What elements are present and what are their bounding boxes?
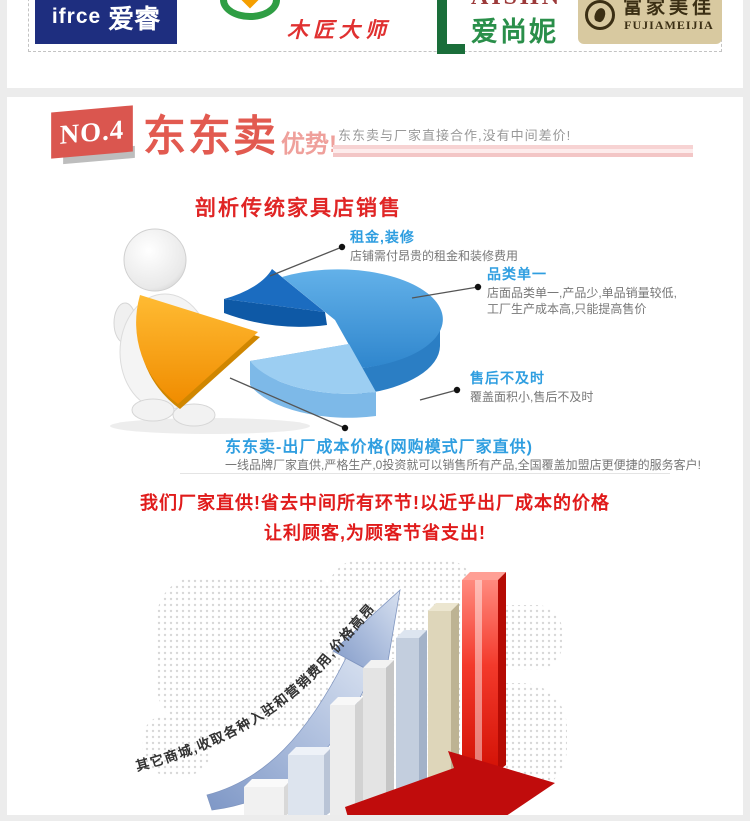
bar-4 [363, 660, 394, 815]
divider-line [180, 473, 670, 474]
brand-logo-strip: ifrce 爱睿 木匠大师 AISHN 爱尚妮 富家美佳 FUJIAMEIJIA [7, 0, 743, 88]
logo-fujiameijia: 富家美佳 FUJIAMEIJIA [578, 0, 722, 44]
logo-ifree-en: ifrce [51, 5, 102, 28]
subtitle-underline-stripes [333, 145, 693, 157]
leader-dots [338, 243, 482, 432]
bar-1 [244, 779, 292, 815]
conclusion-desc: 一线品牌厂家直供,严格生产,0投资就可以销售所有产品,全国覆盖加盟店更便捷的服务… [225, 458, 702, 472]
logo-ifree-cn: 爱睿 [108, 3, 161, 34]
bar-5 [396, 630, 427, 815]
section-title-suffix: 优势! [281, 131, 337, 159]
point-category-title: 品类单一 [487, 266, 547, 282]
bar-3 [330, 697, 363, 815]
section-subtitle: 东东卖与厂家直接合作,没有中间差价! [338, 128, 572, 143]
point-rent-title: 租金,装修 [350, 229, 415, 245]
logo-carpenter-master: 木匠大师 [287, 19, 391, 42]
logo-aishn-en: AISHN [471, 0, 562, 11]
section-title-main: 东东卖 [143, 113, 278, 161]
carpenter-master-emblem-icon [241, 0, 259, 9]
point-category-desc2: 工厂生产成本高,只能提高售价 [487, 302, 647, 316]
section-title: 东东卖 优势! [143, 101, 337, 159]
pie-chart-illustration [110, 228, 482, 434]
logo-fujiameijia-en: FUJIAMEIJIA [624, 17, 714, 32]
logo-fujiameijia-cn: 富家美佳 [622, 0, 715, 18]
aishn-bracket-icon [437, 0, 465, 54]
analysis-heading: 剖析传统家具店销售 [195, 197, 402, 220]
blue-pie [224, 269, 443, 418]
bar-chart-illustration: 其它商城,收取各种入驻和营销费用,价格高昂 [134, 559, 567, 815]
section-number-badge: NO.4 [51, 105, 133, 159]
promo-line-1: 我们厂家直供!省去中间所有环节!以近乎出厂成本的价格 [140, 493, 610, 513]
advantage-section: NO.4 东东卖 优势! 东东卖与厂家直接合作,没有中间差价! 剖析传统家具店销… [7, 97, 743, 815]
logo-aishn-cn: 爱尚妮 [471, 17, 558, 47]
point-rent-desc: 店铺需付昂贵的租金和装修费用 [350, 249, 519, 263]
point-category-desc: 店面品类单一,产品少,单品销量较低, [487, 286, 678, 300]
promo-line-2: 让利顾客,为顾客节省支出! [264, 523, 486, 543]
figure-shadow [110, 418, 310, 434]
orange-pie-slice [136, 295, 260, 409]
bar-red [462, 572, 506, 771]
bar-2 [288, 747, 332, 815]
red-arrow [345, 751, 555, 815]
logo-ifree: ifrce 爱睿 [35, 0, 177, 44]
fujiameijia-emblem-icon [584, 0, 615, 30]
conclusion-title: 东东卖-出厂成本价格(网购模式厂家直供) [225, 439, 533, 456]
leader-lines [229, 246, 479, 429]
point-aftersale-title: 售后不及时 [470, 370, 545, 386]
point-aftersale-desc: 覆盖面积小,售后不及时 [470, 390, 594, 404]
